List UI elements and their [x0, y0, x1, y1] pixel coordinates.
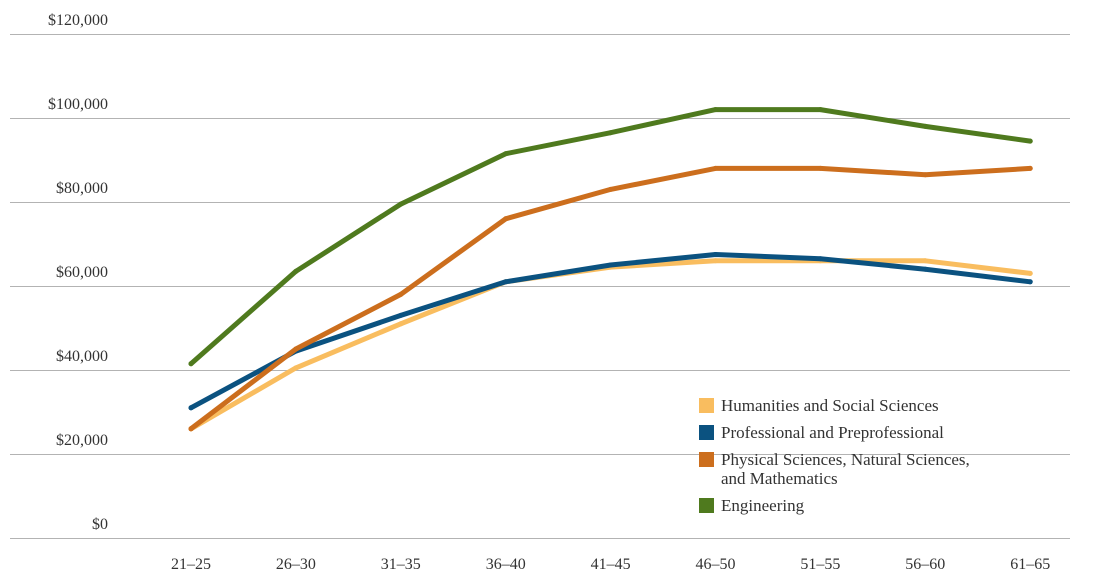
legend-label: and Mathematics [721, 469, 838, 488]
data-point [398, 201, 404, 207]
data-point [1027, 165, 1033, 171]
legend-label: Engineering [721, 496, 805, 515]
series-3 [188, 107, 1033, 367]
legend-swatch [699, 398, 714, 413]
data-point [188, 405, 194, 411]
y-tick-label: $60,000 [56, 264, 108, 281]
data-point [608, 262, 614, 268]
data-point [922, 123, 928, 129]
legend-label: Humanities and Social Sciences [721, 396, 939, 415]
legend-item-1: Professional and Preprofessional [699, 423, 944, 442]
x-tick-label: 21–25 [171, 556, 211, 572]
y-tick-label: $100,000 [48, 96, 108, 113]
data-point [922, 258, 928, 264]
data-point [293, 346, 299, 352]
data-point [188, 426, 194, 432]
x-tick-label: 41–45 [591, 556, 631, 572]
legend-label: Professional and Preprofessional [721, 423, 944, 442]
legend-swatch [699, 452, 714, 467]
legend-swatch [699, 425, 714, 440]
data-point [922, 266, 928, 272]
series-1 [188, 252, 1033, 411]
legend-label: Physical Sciences, Natural Sciences, [721, 450, 970, 469]
legend-item-3: Engineering [699, 496, 805, 515]
data-point [503, 216, 509, 222]
x-tick-label: 31–35 [381, 556, 421, 572]
data-point [713, 258, 718, 264]
x-tick-label: 51–55 [800, 556, 840, 572]
series-2 [188, 165, 1033, 432]
y-tick-label: $40,000 [56, 348, 108, 365]
x-tick-label: 26–30 [276, 556, 316, 572]
data-point [713, 165, 718, 171]
data-point [713, 252, 718, 257]
y-tick-label: $120,000 [48, 12, 108, 29]
data-point [1027, 138, 1033, 144]
data-point [398, 291, 404, 297]
data-point [817, 165, 823, 171]
x-tick-label: 46–50 [696, 556, 736, 572]
data-point [713, 107, 718, 113]
data-point [293, 365, 299, 371]
y-tick-label: $0 [92, 516, 108, 533]
legend-item-0: Humanities and Social Sciences [699, 396, 939, 415]
data-point [398, 312, 404, 318]
series-line [188, 252, 1033, 411]
data-point [1027, 270, 1033, 276]
series-line [188, 165, 1033, 432]
data-point [608, 186, 614, 192]
y-tick-label: $20,000 [56, 432, 108, 449]
x-tick-label: 61–65 [1010, 556, 1050, 572]
data-point [608, 130, 614, 136]
x-tick-label: 56–60 [905, 556, 945, 572]
series-line [188, 107, 1033, 367]
data-point [398, 321, 404, 327]
legend-swatch [699, 498, 714, 513]
data-point [503, 151, 509, 157]
legend-item-2: Physical Sciences, Natural Sciences,and … [699, 450, 970, 488]
data-point [817, 107, 823, 113]
data-point [503, 279, 509, 285]
legend: Humanities and Social Sciences Profession… [699, 396, 970, 515]
y-axis: $0 $20,000 $40,000 $60,000 $80,000 $100,000 $1… [48, 12, 108, 533]
y-tick-label: $80,000 [56, 180, 108, 197]
data-point [188, 361, 194, 367]
x-tick-label: 36–40 [486, 556, 526, 572]
gridlines [10, 34, 1070, 539]
plot-series [188, 107, 1033, 432]
data-point [817, 256, 823, 262]
data-point [922, 172, 928, 178]
data-point [293, 268, 299, 274]
x-axis: 21–25 26–30 31–35 36–40 41–45 46–50 51–55 56–60… [171, 556, 1050, 572]
data-point [1027, 279, 1033, 285]
